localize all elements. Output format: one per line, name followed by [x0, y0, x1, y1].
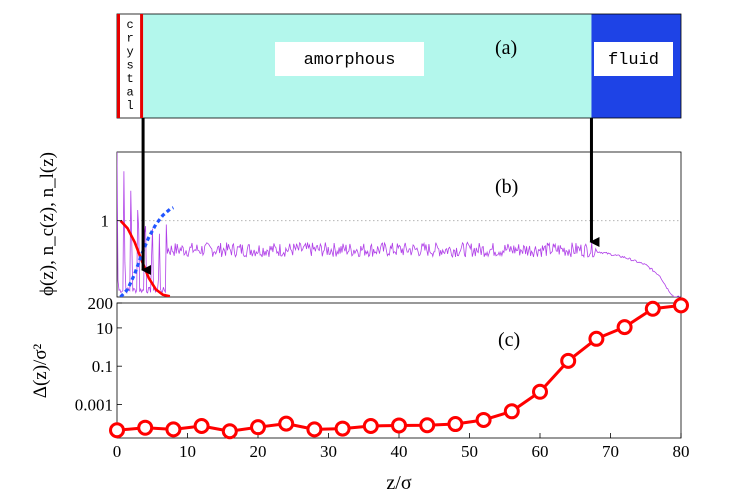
msd-point [616, 319, 633, 336]
panel-c-label: (c) [498, 329, 520, 351]
msd-point [250, 419, 266, 436]
panel-c-xtick-label: 40 [391, 442, 408, 461]
panel-c-xtick-label: 70 [602, 442, 619, 461]
msd-point [503, 403, 520, 420]
panel-c-ytick-label: 10 [96, 319, 113, 338]
crystal-label-box [121, 18, 136, 114]
panel-b-frame [116, 151, 682, 298]
msd-point [165, 421, 182, 438]
panel-c-xtick-label: 80 [673, 442, 690, 461]
amorphous-label: amorphous [304, 51, 396, 70]
amorphous-label-box [275, 42, 424, 76]
msd-point [109, 422, 125, 439]
panel-c-ytick-label: 0.001 [75, 395, 113, 414]
panel-c-xtick-label: 50 [461, 442, 478, 461]
msd-point [447, 416, 464, 433]
msd-point [673, 297, 689, 314]
msd-point [334, 420, 351, 437]
crystal-edge-left [117, 14, 120, 118]
msd-point [475, 411, 492, 428]
panel-c-ylabel: Δ(z)/σ² [30, 343, 51, 398]
panel-a-label: (a) [495, 37, 517, 59]
panel-b-label: (b) [495, 176, 518, 198]
msd-point [560, 352, 577, 369]
msd-point [221, 423, 238, 440]
msd-point [137, 419, 154, 436]
msd-point [278, 415, 295, 432]
msd-point [391, 417, 407, 434]
panel-c-xlabel: z/σ [386, 472, 411, 494]
msd-point [193, 417, 210, 434]
series-phi [117, 152, 681, 297]
panel-c-ytick-label: 0.1 [92, 357, 113, 376]
panel-c-plot: 0.001 0.1 10 200 0 10 20 30 40 50 60 70 80 (c) Δ(z)/… [30, 294, 690, 494]
panel-c-xtick-label: 20 [250, 442, 267, 461]
crystal-edge-right [140, 14, 144, 118]
msd-point [362, 417, 379, 434]
region-boundary-arrows [141, 118, 600, 275]
panel-c-xtick-label: 60 [532, 442, 549, 461]
panel-c-ytick-label: 200 [88, 294, 114, 313]
panel-c-xtick-label: 0 [113, 442, 122, 461]
msd-point [306, 421, 323, 438]
panel-c-frame [116, 302, 682, 439]
panel-b-ytick-label: 1 [101, 212, 110, 231]
fluid-label-box [594, 42, 673, 76]
panel-c-xtick-label: 30 [320, 442, 337, 461]
msd-point [588, 330, 605, 347]
panel-b-plot: 1 (b) ϕ(z), n_c(z), n_l(z) [37, 151, 682, 298]
msd-point [532, 383, 548, 400]
msd-point [644, 300, 661, 317]
series-n-l [119, 206, 175, 297]
panel-b-ylabel: ϕ(z), n_c(z), n_l(z) [37, 152, 58, 296]
fluid-label: fluid [608, 51, 659, 70]
panel-c-xtick-label: 10 [179, 442, 196, 461]
msd-point [419, 417, 436, 434]
